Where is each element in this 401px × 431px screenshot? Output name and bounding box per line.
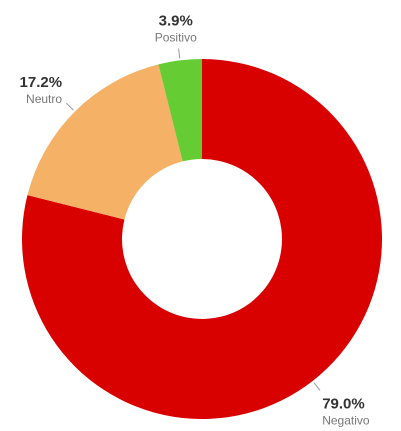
value-label: 3.9% xyxy=(159,13,193,30)
leader-line xyxy=(178,48,181,59)
donut-segment xyxy=(158,59,202,162)
donut-segment xyxy=(27,64,183,220)
category-label: Neutro xyxy=(26,92,62,106)
donut-segment xyxy=(22,59,383,419)
category-label: Negativo xyxy=(322,414,370,428)
value-label: 79.0% xyxy=(322,396,365,413)
leader-line xyxy=(65,102,74,111)
value-label: 17.2% xyxy=(20,74,63,91)
category-label: Positivo xyxy=(155,31,197,45)
leader-line xyxy=(313,382,321,391)
